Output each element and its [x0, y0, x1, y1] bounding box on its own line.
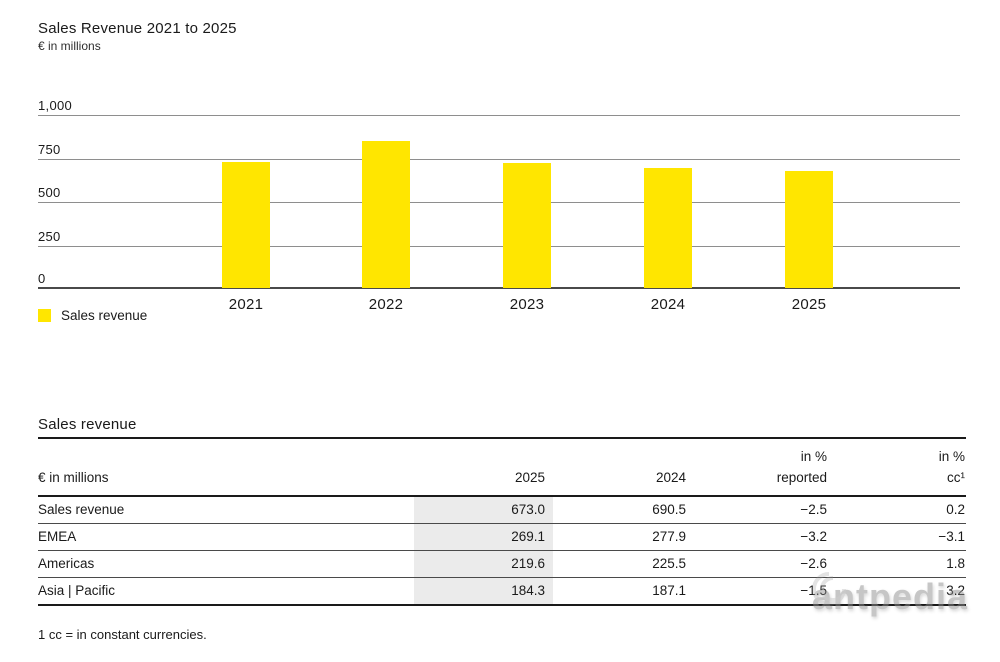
cell-2025: 219.6 — [414, 550, 553, 578]
cell-pct-reported: −2.6 — [800, 556, 827, 572]
footnote: 1 cc = in constant currencies. — [38, 627, 207, 642]
col-header-pct-reported: in % reported — [690, 438, 830, 496]
y-tick-0: 0 — [38, 271, 46, 286]
bar-2025 — [785, 170, 833, 288]
col-header-pct-reported-line2: reported — [776, 469, 827, 485]
cell-pct-reported: −2.5 — [800, 502, 827, 518]
cell-pct-reported: −1.5 — [800, 583, 827, 599]
cell-pct-cc: 1.8 — [946, 556, 965, 572]
cell-2024: 277.9 — [652, 529, 686, 545]
cell-2025: 673.0 — [414, 495, 553, 524]
cell-2025: 184.3 — [414, 577, 553, 605]
row-label: EMEA — [38, 529, 77, 545]
col-header-pct-cc: in % cc¹ — [830, 438, 966, 496]
table-row-asia-pacific: Asia | Pacific 184.3 187.1 −1.5 3.2 — [38, 577, 966, 605]
bar-2022 — [362, 140, 410, 288]
col-header-2024: 2024 — [655, 469, 686, 485]
gridline-500: 500 — [38, 185, 960, 203]
legend-swatch-icon — [38, 309, 51, 322]
chart-unit-label: € in millions — [38, 39, 101, 53]
bar-2024 — [644, 167, 692, 288]
cell-2024: 225.5 — [652, 556, 686, 572]
table-row-sales-revenue: Sales revenue 673.0 690.5 −2.5 0.2 — [38, 495, 966, 524]
col-header-pct-reported-line1: in % — [800, 449, 827, 464]
table-row-emea: EMEA 269.1 277.9 −3.2 −3.1 — [38, 523, 966, 551]
col-header-unit: € in millions — [38, 469, 109, 485]
cell-2024: 187.1 — [652, 583, 686, 599]
row-label: Americas — [38, 556, 95, 572]
x-axis-labels: 2021 2022 2023 2024 2025 — [38, 296, 960, 316]
cell-pct-cc: 0.2 — [946, 502, 965, 518]
x-label-2024: 2024 — [650, 296, 686, 313]
bar-2021 — [222, 161, 270, 288]
x-axis-line: 0 — [38, 271, 960, 289]
chart-title: Sales Revenue 2021 to 2025 — [38, 20, 237, 37]
cell-pct-reported: −3.2 — [800, 529, 827, 545]
col-header-2025: 2025 — [514, 469, 545, 485]
y-tick-750: 750 — [38, 141, 61, 157]
row-label: Asia | Pacific — [38, 583, 116, 599]
table-row-americas: Americas 219.6 225.5 −2.6 1.8 — [38, 550, 966, 578]
x-label-2025: 2025 — [791, 296, 827, 313]
x-label-2021: 2021 — [228, 296, 264, 313]
bar-chart-plot-area: 1,000 750 500 250 0 — [38, 98, 960, 289]
gridline-750: 750 — [38, 142, 960, 160]
cell-pct-cc: 3.2 — [946, 583, 965, 599]
legend-label: Sales revenue — [61, 308, 148, 323]
cell-2024: 690.5 — [652, 502, 686, 518]
table-section-title: Sales revenue — [38, 416, 137, 433]
row-label: Sales revenue — [38, 502, 125, 518]
bar-2023 — [503, 163, 551, 288]
x-label-2022: 2022 — [368, 296, 404, 313]
y-tick-500: 500 — [38, 185, 61, 200]
cell-pct-cc: −3.1 — [938, 529, 965, 545]
col-header-pct-cc-line2: cc¹ — [947, 469, 965, 485]
watermark: antpedia — [812, 572, 969, 618]
gridline-1000: 1,000 — [38, 98, 960, 116]
x-label-2023: 2023 — [509, 296, 545, 313]
cell-2025: 269.1 — [414, 523, 553, 551]
sales-revenue-table: € in millions 2025 2024 in % reported in… — [38, 437, 966, 606]
watermark-text: antpedia — [812, 576, 969, 617]
col-header-pct-cc-line1: in % — [938, 449, 965, 464]
gridline-250: 250 — [38, 229, 960, 247]
chart-legend: Sales revenue — [38, 308, 147, 323]
y-tick-1000: 1,000 — [38, 98, 73, 113]
watermark-swirl-icon — [812, 572, 846, 606]
y-tick-250: 250 — [38, 228, 61, 244]
table-header-row: € in millions 2025 2024 in % reported in… — [38, 438, 966, 496]
